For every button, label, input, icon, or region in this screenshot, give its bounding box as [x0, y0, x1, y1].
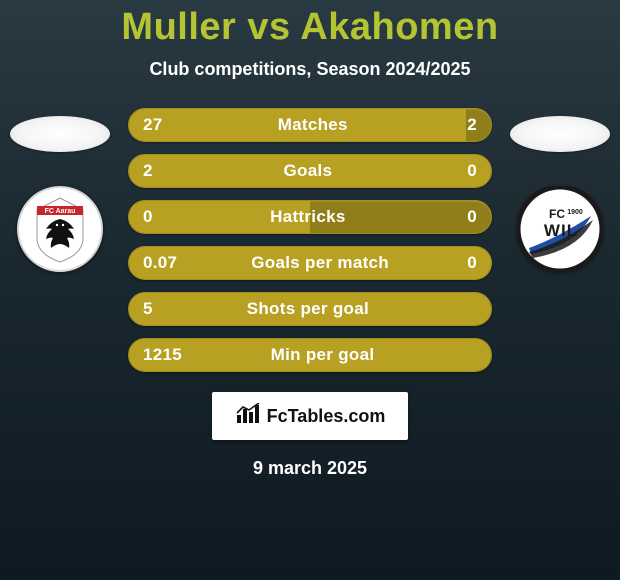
stat-right-value: 0 [463, 253, 477, 273]
stat-row: 1215Min per goal [128, 338, 492, 372]
stat-overlay: 5Shots per goal [129, 293, 491, 325]
stat-left-value: 5 [143, 299, 153, 319]
stat-bars: 27Matches22Goals00Hattricks00.07Goals pe… [120, 108, 500, 372]
right-player-silhouette [510, 116, 610, 152]
stat-label: Goals per match [177, 253, 463, 273]
stat-label: Min per goal [182, 345, 463, 365]
stat-overlay: 0Hattricks0 [129, 201, 491, 233]
branding-badge: FcTables.com [212, 392, 408, 440]
bar-chart-icon [235, 403, 261, 430]
stat-row: 2Goals0 [128, 154, 492, 188]
stat-left-value: 27 [143, 115, 163, 135]
left-side: FC Aarau [0, 108, 120, 272]
stat-right-value: 0 [463, 207, 477, 227]
page-subtitle: Club competitions, Season 2024/2025 [149, 59, 470, 80]
comparison-row: FC Aarau 27Matches22Goals00Hattricks00.0… [0, 108, 620, 372]
page-title: Muller vs Akahomen [121, 6, 498, 49]
stat-left-value: 0.07 [143, 253, 177, 273]
svg-text:FC: FC [549, 207, 565, 221]
stat-right-value: 0 [463, 161, 477, 181]
stat-row: 5Shots per goal [128, 292, 492, 326]
stat-overlay: 27Matches2 [129, 109, 491, 141]
svg-text:WIL: WIL [544, 221, 578, 240]
left-club-crest: FC Aarau [17, 186, 103, 272]
right-club-crest: FC1900 WIL [517, 186, 603, 272]
stat-label: Goals [153, 161, 463, 181]
stat-row: 27Matches2 [128, 108, 492, 142]
stat-left-value: 1215 [143, 345, 182, 365]
stat-left-value: 2 [143, 161, 153, 181]
stat-left-value: 0 [143, 207, 153, 227]
stat-overlay: 0.07Goals per match0 [129, 247, 491, 279]
stat-label: Hattricks [153, 207, 463, 227]
branding-text: FcTables.com [267, 406, 386, 427]
left-player-silhouette [10, 116, 110, 152]
svg-text:1900: 1900 [567, 209, 583, 216]
stat-right-value: 2 [463, 115, 477, 135]
stat-label: Matches [163, 115, 463, 135]
stat-row: 0Hattricks0 [128, 200, 492, 234]
stat-row: 0.07Goals per match0 [128, 246, 492, 280]
stat-label: Shots per goal [153, 299, 463, 319]
stat-overlay: 1215Min per goal [129, 339, 491, 371]
footer-date: 9 march 2025 [253, 458, 367, 479]
right-side: FC1900 WIL [500, 108, 620, 272]
svg-text:FC Aarau: FC Aarau [45, 208, 76, 215]
stat-overlay: 2Goals0 [129, 155, 491, 187]
